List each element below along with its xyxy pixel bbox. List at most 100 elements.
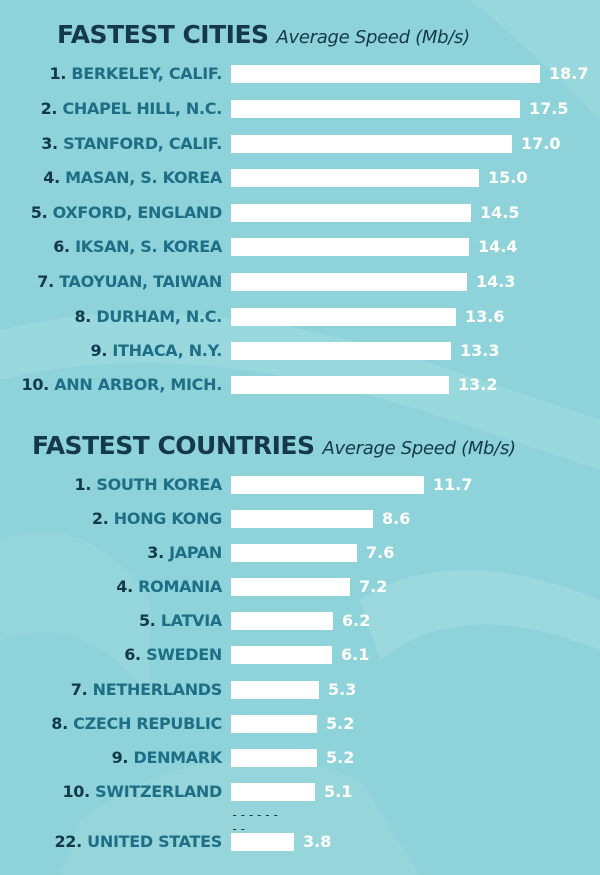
- rank-number: 22.: [54, 832, 88, 851]
- bar-value-label: 5.1: [324, 782, 353, 801]
- bar-category: HONG KONG: [113, 509, 223, 528]
- rank-number: 3.: [147, 543, 170, 562]
- bar-value-label: 6.1: [341, 645, 370, 664]
- bar-category: OXFORD, ENGLAND: [52, 203, 223, 222]
- bar-label: 6. SWEDEN: [124, 638, 222, 672]
- bar-value-label: 8.6: [382, 509, 411, 528]
- bar-row: 1. SOUTH KOREA 11.7: [0, 468, 600, 502]
- bar: [231, 510, 373, 528]
- bar-row: 6. IKSAN, S. KOREA 14.4: [0, 230, 600, 264]
- bar-value-label: 14.3: [476, 272, 516, 291]
- bar-category: ANN ARBOR, MICH.: [54, 375, 222, 394]
- bar-label: 5. LATVIA: [139, 604, 222, 638]
- cities-subtitle: Average Speed (Mb/s): [276, 27, 471, 48]
- bar-category: DURHAM, N.C.: [96, 307, 222, 326]
- bar-value-label: 18.7: [549, 64, 589, 83]
- bar: [231, 238, 469, 256]
- bar-category: DENMARK: [133, 748, 222, 767]
- bar-value-label: 13.2: [458, 375, 498, 394]
- rank-number: 2.: [40, 99, 63, 118]
- bar: [231, 169, 479, 187]
- rank-number: 9.: [90, 341, 113, 360]
- bar-value-label: 7.2: [359, 577, 388, 596]
- bar-row: 10. SWITZERLAND 5.1: [0, 775, 600, 809]
- bar-category: SOUTH KOREA: [96, 475, 222, 494]
- bar-label: 9. DENMARK: [111, 741, 223, 775]
- bar-row: 7. TAOYUAN, TAIWAN 14.3: [0, 265, 600, 299]
- bar-row: 10. ANN ARBOR, MICH. 13.2: [0, 368, 600, 402]
- bar-row: 4. MASAN, S. KOREA 15.0: [0, 161, 600, 195]
- bar-category: STANFORD, CALIF.: [63, 134, 222, 153]
- bar: [231, 612, 333, 630]
- countries-title: FASTEST COUNTRIES: [32, 431, 315, 460]
- bar-value-label: 11.7: [433, 475, 473, 494]
- bar-category: NETHERLANDS: [92, 680, 223, 699]
- bar-value-label: 14.5: [480, 203, 520, 222]
- bar-category: UNITED STATES: [87, 832, 222, 851]
- rank-number: 4.: [116, 577, 139, 596]
- bar-category: CZECH REPUBLIC: [73, 714, 222, 733]
- rank-number: 9.: [111, 748, 134, 767]
- bar: [231, 308, 456, 326]
- bar-label: 8. DURHAM, N.C.: [74, 300, 222, 334]
- bar-row: 8. DURHAM, N.C. 13.6: [0, 300, 600, 334]
- rank-number: 4.: [43, 168, 66, 187]
- bar-row: 5. OXFORD, ENGLAND 14.5: [0, 196, 600, 230]
- bar-label: 4. MASAN, S. KOREA: [43, 161, 222, 195]
- bar-category: TAOYUAN, TAIWAN: [59, 272, 222, 291]
- bar-label: 7. TAOYUAN, TAIWAN: [37, 265, 222, 299]
- rank-number: 10.: [62, 782, 96, 801]
- bar-row: 1. BERKELEY, CALIF. 18.7: [0, 57, 600, 91]
- bar: [231, 476, 424, 494]
- bar-category: JAPAN: [169, 543, 222, 562]
- cities-title: FASTEST CITIES: [57, 20, 269, 49]
- bar-category: CHAPEL HILL, N.C.: [62, 99, 222, 118]
- bar: [231, 833, 294, 851]
- bar-label: 1. SOUTH KOREA: [75, 468, 223, 502]
- rank-number: 8.: [51, 714, 74, 733]
- bar-category: ITHACA, N.Y.: [112, 341, 222, 360]
- bar: [231, 100, 520, 118]
- bar-value-label: 13.3: [460, 341, 500, 360]
- bar-value-label: 3.8: [303, 832, 332, 851]
- bar-row: 2. CHAPEL HILL, N.C. 17.5: [0, 92, 600, 126]
- bar-category: SWITZERLAND: [95, 782, 222, 801]
- bar-label: 22. UNITED STATES: [54, 825, 222, 859]
- rank-number: 1.: [49, 64, 72, 83]
- bar: [231, 204, 471, 222]
- bar-label: 6. IKSAN, S. KOREA: [53, 230, 222, 264]
- bar-value-label: 6.2: [342, 611, 371, 630]
- bar-value-label: 5.3: [328, 680, 357, 699]
- cities-title-row: FASTEST CITIES Average Speed (Mb/s): [0, 20, 600, 49]
- bar-value-label: 17.5: [529, 99, 569, 118]
- bar-label: 10. ANN ARBOR, MICH.: [21, 368, 222, 402]
- bar-row: 2. HONG KONG 8.6: [0, 502, 600, 536]
- rank-number: 2.: [91, 509, 114, 528]
- bar-category: SWEDEN: [146, 645, 222, 664]
- bar-label: 3. STANFORD, CALIF.: [41, 127, 222, 161]
- countries-subtitle: Average Speed (Mb/s): [322, 438, 516, 459]
- bar-row: 3. JAPAN 7.6: [0, 536, 600, 570]
- bar-value-label: 5.2: [326, 714, 355, 733]
- bar-row: 6. SWEDEN 6.1: [0, 638, 600, 672]
- bar: [231, 135, 512, 153]
- bar-row: 3. STANFORD, CALIF. 17.0: [0, 127, 600, 161]
- bar: [231, 544, 357, 562]
- bar-value-label: 17.0: [521, 134, 561, 153]
- bar-label: 7. NETHERLANDS: [71, 673, 223, 707]
- rank-separator: --------: [231, 808, 281, 836]
- bar-category: IKSAN, S. KOREA: [75, 237, 222, 256]
- bar-row: 5. LATVIA 6.2: [0, 604, 600, 638]
- bar: [231, 65, 540, 83]
- bar-row: 9. DENMARK 5.2: [0, 741, 600, 775]
- bar-category: BERKELEY, CALIF.: [71, 64, 222, 83]
- bar-category: ROMANIA: [138, 577, 222, 596]
- bar-value-label: 15.0: [488, 168, 528, 187]
- bar: [231, 749, 317, 767]
- bar-value-label: 14.4: [478, 237, 518, 256]
- rank-number: 7.: [37, 272, 60, 291]
- bar-row: 22. UNITED STATES 3.8: [0, 825, 600, 859]
- bar: [231, 681, 319, 699]
- bar-label: 8. CZECH REPUBLIC: [51, 707, 222, 741]
